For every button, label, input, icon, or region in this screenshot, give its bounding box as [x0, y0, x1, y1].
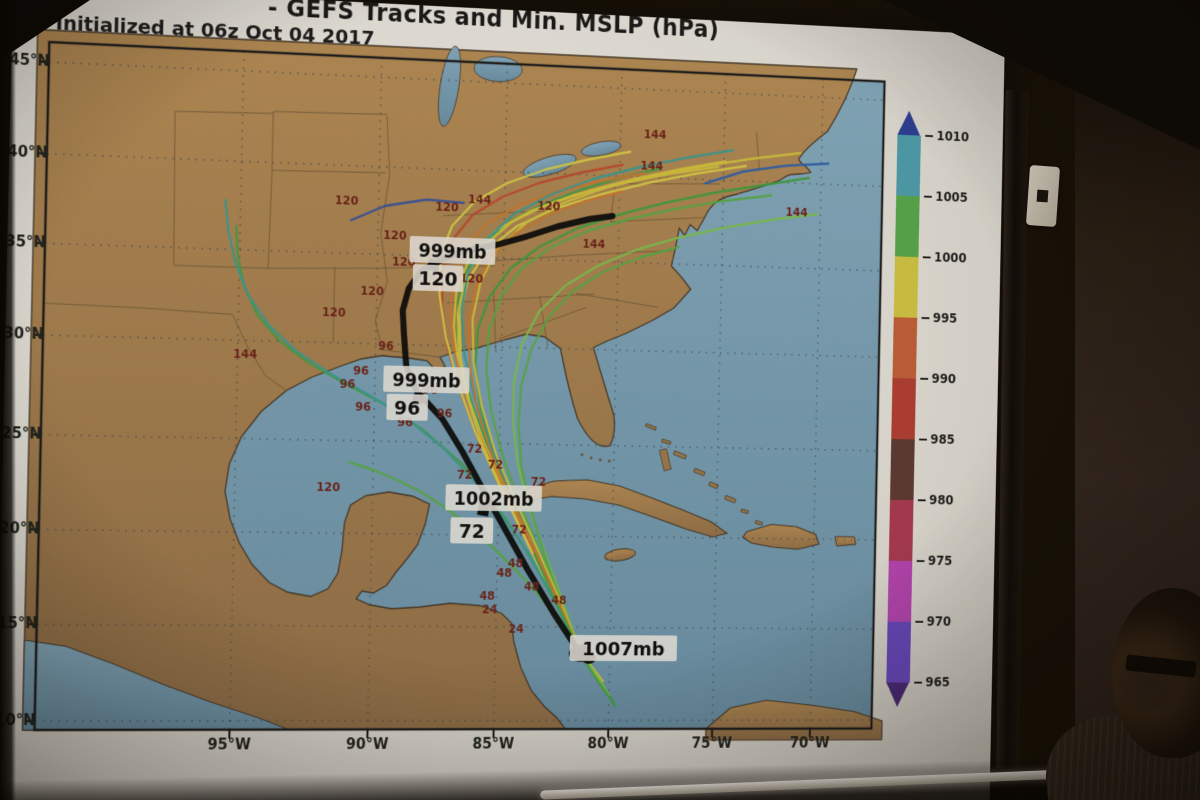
forecast-hour-label: 120	[322, 305, 346, 319]
forecast-hour-label: 48	[524, 580, 540, 594]
mslp-colorbar: 1010 1005 1000 995 990 985 980 975 970 965	[880, 110, 1001, 747]
colorbar-tick-label: 995	[921, 311, 957, 326]
forecast-hour-label: 144	[233, 347, 257, 361]
colorbar-segment	[896, 134, 921, 197]
person-silhouette	[1039, 560, 1200, 800]
switch-toggle	[1036, 189, 1049, 203]
forecast-hour-label: 120	[435, 200, 459, 214]
projection-screen: - GEFS Tracks and Min. MSLP (hPa) Initia…	[0, 0, 1005, 800]
forecast-hour-label: 96	[339, 377, 355, 391]
colorbar-tick	[915, 620, 924, 624]
lon-tick-label: 90°W	[345, 735, 389, 753]
forecast-hour-label: 144	[640, 159, 663, 173]
photo-dark-edge	[0, 0, 16, 800]
forecast-hour-label: 96	[378, 339, 394, 353]
colorbar-tick	[914, 681, 923, 684]
forecast-hour-label: 48	[479, 589, 495, 603]
forecast-hour-label: 120	[335, 193, 359, 208]
forecast-hour-label: 72	[457, 468, 473, 482]
colorbar-tick	[921, 316, 930, 320]
colorbar-segment	[890, 438, 915, 501]
map-canvas: 1201201201201201201201201201441441441441…	[34, 42, 884, 730]
colorbar-tick-label: 1010	[925, 128, 969, 145]
forecast-hour-label: 24	[482, 603, 498, 617]
colorbar-tick	[916, 559, 925, 563]
colorbar-tick-label: 990	[920, 371, 956, 387]
colorbar-tick	[925, 134, 934, 138]
mslp-label-text: 1002mb	[454, 488, 534, 511]
lon-tick-label: 85°W	[472, 734, 515, 753]
forecast-hour-label: 72	[467, 442, 483, 456]
forecast-hour-label: 144	[582, 237, 605, 251]
land-puerto-rico	[835, 537, 856, 547]
wall-switch	[1025, 165, 1061, 227]
lon-tick-label: 80°W	[587, 734, 629, 753]
track-map: 120 120 120 120 120 120 120 120 120 144 144 144 144 1…	[0, 42, 884, 753]
mslp-label-text: 999mb	[418, 240, 486, 264]
forecast-hour-label: 120	[460, 271, 484, 285]
forecast-hour-label: 120	[383, 228, 407, 242]
forecast-hour-label: 120	[316, 480, 340, 494]
mslp-label-text: 1007mb	[582, 637, 665, 660]
forecast-hour-label: 72	[511, 523, 527, 537]
colorbar-tick	[920, 377, 929, 381]
forecast-hour-label: 48	[508, 557, 524, 571]
forecast-hour-label: 144	[785, 205, 807, 219]
colorbar-tick	[922, 256, 931, 259]
forecast-hour-label: 144	[468, 192, 491, 206]
colorbar-segment	[893, 256, 919, 318]
colorbar-tick-label: 975	[916, 554, 952, 569]
colorbar-segment	[888, 499, 914, 561]
forecast-hour-label: 144	[644, 127, 667, 141]
colorbar-segment	[886, 621, 912, 683]
forecast-hour-label: 120	[537, 199, 560, 213]
mslp-label-text: 120	[418, 266, 457, 291]
colorbar-tick-label: 965	[914, 675, 950, 690]
colorbar-tick-label: 1005	[923, 189, 968, 206]
colorbar-tick	[919, 438, 927, 441]
forecast-hour-label: 96	[353, 364, 369, 378]
colorbar-arrow-up	[897, 110, 921, 136]
lon-tick-label: 95°W	[207, 735, 251, 754]
colorbar-tick-label: 1000	[922, 250, 967, 266]
colorbar-segment	[894, 195, 920, 258]
forecast-hour-label: 96	[355, 400, 371, 414]
lon-tick-label: 75°W	[691, 734, 733, 752]
forecast-hour-label: 96	[437, 406, 453, 420]
mslp-label-text: 96	[394, 396, 421, 420]
lon-tick-label: 70°W	[789, 734, 830, 752]
colorbar-tick	[923, 195, 932, 199]
mslp-label-text: 999mb	[392, 369, 461, 392]
forecast-hour-label: 24	[508, 622, 524, 636]
colorbar-tick-label: 980	[917, 493, 954, 508]
colorbar-tick-label: 970	[915, 614, 951, 629]
colorbar-segment	[892, 317, 918, 379]
colorbar-segment	[891, 378, 916, 440]
forecast-hour-label: 72	[488, 458, 504, 472]
forecast-hour-label: 120	[360, 284, 384, 298]
colorbar-arrow-down	[885, 682, 909, 707]
colorbar-segment	[887, 560, 913, 622]
colorbar-tick-label: 985	[919, 432, 955, 448]
colorbar-tick	[917, 499, 926, 502]
forecast-hour-label: 48	[551, 594, 567, 608]
mslp-label-text: 72	[459, 519, 485, 543]
